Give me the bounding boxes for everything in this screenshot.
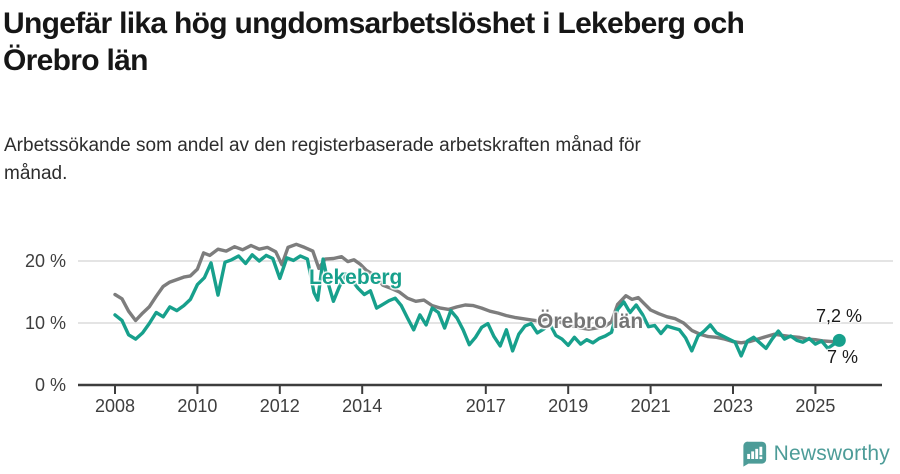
brand-name: Newsworthy xyxy=(773,441,890,465)
newsworthy-logo-icon xyxy=(742,441,766,467)
logo-exclamation-stem xyxy=(759,446,762,456)
page-title-line-2: Örebro län xyxy=(3,44,148,77)
x-tick-label: 2019 xyxy=(548,396,589,416)
logo-bubble-shape xyxy=(742,441,766,467)
x-tick-label: 2023 xyxy=(712,396,754,416)
x-tick-label: 2014 xyxy=(342,396,383,416)
page-title-line-1: Ungefär lika hög ungdomsarbetslöshet i L… xyxy=(3,7,745,40)
series-line-orebro-lan xyxy=(113,242,841,345)
x-tick-label: 2010 xyxy=(177,396,218,416)
series-label-lekeberg: Lekeberg xyxy=(309,266,403,289)
series-label-orebro-lan: Örebro län xyxy=(537,310,644,333)
logo-bar-small xyxy=(746,453,750,459)
x-tick-label: 2017 xyxy=(465,396,506,416)
logo-bar-medium xyxy=(750,451,754,459)
x-tick-label: 2012 xyxy=(259,396,300,416)
x-tick-label: 2021 xyxy=(630,396,671,416)
y-tick-label: 10 % xyxy=(24,313,66,333)
y-tick-label: 0 % xyxy=(34,375,66,395)
logo-exclamation-dot xyxy=(759,456,762,460)
chart-subtitle-line-2: månad. xyxy=(4,163,68,184)
x-tick-label: 2008 xyxy=(94,396,136,416)
chart-subtitle: Arbetssökande som andel av den registerb… xyxy=(4,132,641,188)
chart-subtitle-line-1: Arbetssökande som andel av den registerb… xyxy=(4,135,641,156)
end-value-label-lekeberg: 7,2 % xyxy=(815,306,862,326)
series-line-lekeberg xyxy=(113,253,841,358)
newsworthy-branding: Newsworthy xyxy=(740,440,890,467)
y-tick-label: 20 % xyxy=(24,251,66,271)
end-value-label-orebro-lan: 7 % xyxy=(826,347,858,367)
chart-canvas xyxy=(78,242,893,394)
x-tick-label: 2025 xyxy=(795,396,836,416)
end-dot xyxy=(832,333,846,347)
logo-bar-large xyxy=(754,448,758,459)
page-title: Ungefär lika hög ungdomsarbetslöshet i L… xyxy=(3,5,745,79)
